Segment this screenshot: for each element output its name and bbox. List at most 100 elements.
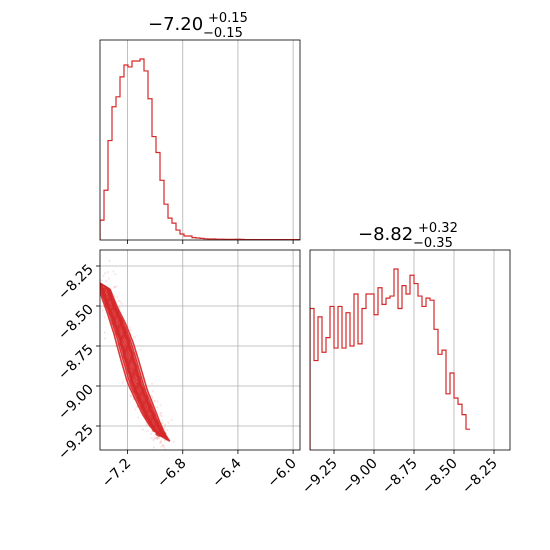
density-sample-point	[159, 411, 163, 415]
density-sample-point	[156, 400, 159, 403]
density-sample-point	[103, 331, 106, 334]
density-sample-point	[150, 432, 153, 435]
density-sample-point	[159, 413, 162, 417]
density-sample-point	[139, 348, 142, 352]
density-sample-point	[151, 396, 154, 399]
density-sample-point	[113, 286, 116, 289]
hist-p2-gridlines	[333, 250, 495, 450]
density-ytick-label: −8.75	[55, 342, 97, 384]
density-sample-point	[161, 444, 164, 447]
density-xtick-label: −6.0	[265, 456, 300, 491]
density-sample-point	[129, 328, 133, 332]
density-contour-line	[104, 287, 164, 437]
density-xtick-label: −6.8	[154, 456, 189, 491]
density-sample-point	[97, 283, 99, 285]
density-sample-point	[163, 445, 166, 449]
density-sample-point	[130, 395, 133, 398]
density-sample-point	[156, 437, 159, 440]
density-sample-point	[170, 419, 173, 422]
density-sample-point	[114, 344, 117, 348]
density-sample-point	[161, 422, 164, 425]
density-sample-point	[100, 279, 103, 282]
density-sample-point	[166, 428, 169, 432]
title-p1-value: −7.20	[148, 14, 203, 35]
hist-panel-p1: −7.20 +0.15 −0.15	[99, 11, 301, 244]
density-contour-line	[107, 287, 168, 438]
title-p1: −7.20	[148, 14, 203, 35]
density-sample-point	[160, 440, 163, 443]
density-panel-p1-p2: −7.2 −6.8 −6.4 −6.0 −9.25−9.00−8.75−8.50−8.2…	[55, 249, 301, 491]
density-sample-point	[145, 423, 149, 426]
density-sample-point	[95, 286, 97, 288]
density-sample-point	[107, 277, 110, 280]
hist-p2-step-line	[310, 268, 470, 450]
density-sample-point	[158, 437, 161, 440]
density-sample-point	[160, 415, 163, 418]
density-sample-point	[128, 325, 131, 328]
density-sample-point	[129, 394, 132, 397]
density-sample-point	[105, 279, 108, 282]
density-sample-point	[159, 440, 162, 444]
density-sample-point	[163, 426, 166, 429]
hist-p2-xtick-label: −8.25	[459, 456, 501, 498]
density-sample-point	[94, 287, 96, 289]
density-sample-point	[152, 446, 156, 449]
density-sample-point	[103, 316, 106, 319]
density-sample-point	[152, 439, 155, 442]
density-sample-point	[167, 421, 170, 424]
density-sample-point	[133, 336, 136, 339]
hist-p1-ticks	[127, 240, 294, 244]
density-sample-point	[153, 436, 157, 439]
hist-p2-xtick-label: −8.75	[379, 456, 421, 498]
hist-p1-step-line	[100, 58, 300, 240]
density-sample-point	[156, 436, 159, 440]
hist-p1-frame	[99, 39, 301, 241]
density-sample-point	[101, 309, 105, 312]
density-ytick-label: −8.25	[55, 262, 97, 304]
density-xtick-label: −6.4	[209, 455, 244, 490]
density-sample-point	[96, 283, 98, 285]
hist-p2-ticks: −9.25−9.00−8.75−8.50−8.25	[299, 450, 501, 497]
density-sample-point	[153, 399, 157, 403]
hist-p2-xtick-label: −9.00	[339, 456, 381, 498]
density-sample-point	[160, 419, 163, 422]
density-sample-point	[114, 273, 117, 276]
hist-p1-gridlines	[127, 40, 294, 240]
density-sample-point	[103, 272, 107, 275]
density-sample-point	[96, 275, 98, 277]
density-contour-line	[100, 287, 161, 438]
title-p2-value: −8.82	[358, 224, 413, 245]
density-ytick-label: −9.00	[55, 382, 97, 424]
density-sample-point	[152, 437, 156, 440]
density-sample-point	[115, 295, 119, 299]
density-sample-point	[159, 442, 162, 445]
density-sample-point	[153, 451, 155, 453]
title-p1-minus: −0.15	[203, 26, 243, 41]
density-sample-point	[159, 404, 162, 407]
density-sample-point	[134, 408, 137, 411]
title-p2-minus: −0.35	[413, 236, 453, 251]
density-sample-point	[160, 445, 163, 448]
title-p2-plus: +0.32	[418, 221, 458, 236]
density-sample-point	[141, 428, 144, 431]
density-sample-point	[108, 259, 111, 262]
density-sample-point	[119, 300, 122, 303]
title-p2: −8.82	[358, 224, 413, 245]
density-sample-point	[96, 294, 98, 296]
density-sample-point	[121, 381, 124, 384]
density-sample-point	[150, 437, 153, 440]
density-ytick-label: −8.50	[55, 302, 97, 344]
density-sample-point	[172, 440, 175, 444]
density-sample-point	[115, 285, 118, 288]
density-frame	[99, 249, 301, 451]
density-sample-point	[156, 406, 159, 409]
density-sample-point	[118, 306, 121, 309]
density-sample-point	[135, 405, 138, 408]
density-sample-point	[113, 295, 116, 298]
density-sample-point	[113, 285, 116, 288]
hist-p2-frame	[309, 249, 511, 451]
density-sample-point	[103, 337, 107, 340]
density-sample-point	[162, 444, 165, 447]
density-sample-point	[117, 299, 120, 303]
